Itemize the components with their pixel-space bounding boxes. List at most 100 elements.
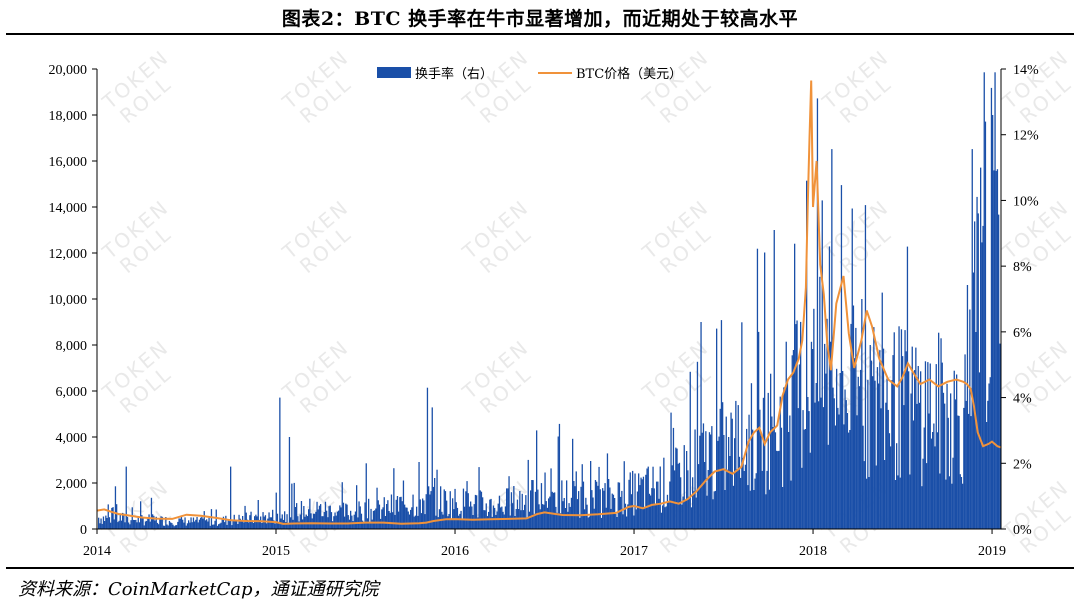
- turnover-bar: [554, 492, 556, 529]
- turnover-bar: [647, 466, 649, 529]
- turnover-bar: [719, 408, 721, 529]
- turnover-bar: [240, 521, 243, 529]
- turnover-bar: [372, 510, 375, 529]
- turnover-bar: [489, 499, 491, 529]
- turnover-bar: [362, 520, 364, 529]
- turnover-bar: [802, 410, 804, 529]
- turnover-bar: [118, 520, 120, 529]
- turnover-bar: [627, 504, 629, 529]
- turnover-bar: [147, 517, 149, 529]
- turnover-bar: [710, 434, 712, 529]
- turnover-bar: [159, 518, 161, 529]
- turnover-bar: [926, 463, 928, 529]
- turnover-bar: [196, 517, 198, 529]
- turnover-bar: [564, 508, 567, 529]
- turnover-bar: [231, 525, 233, 529]
- turnover-bar: [644, 508, 646, 529]
- turnover-bar: [843, 424, 845, 529]
- turnover-bar: [108, 517, 111, 529]
- turnover-bar: [701, 432, 703, 529]
- turnover-bar: [116, 504, 118, 529]
- turnover-bar: [198, 519, 201, 529]
- turnover-bar: [830, 341, 832, 529]
- turnover-bar: [682, 496, 684, 529]
- turnover-bar: [970, 416, 972, 529]
- turnover-bar: [590, 461, 592, 529]
- turnover-bar: [837, 407, 839, 529]
- turnover-bar: [773, 230, 775, 529]
- turnover-bar: [986, 422, 988, 529]
- turnover-bar: [624, 503, 627, 529]
- turnover-bar: [478, 467, 480, 529]
- chart-title: 图表2：BTC 换手率在牛市显著增加，而近期处于较高水平: [281, 8, 799, 30]
- turnover-bar: [534, 491, 537, 529]
- turnover-bar: [891, 380, 893, 529]
- turnover-bar: [368, 498, 370, 529]
- turnover-bar: [761, 470, 763, 529]
- turnover-bar: [346, 504, 348, 529]
- turnover-bar: [300, 501, 303, 529]
- turnover-bar: [574, 486, 576, 529]
- turnover-bar: [532, 480, 534, 529]
- turnover-bar: [804, 429, 807, 529]
- turnover-bar: [995, 170, 997, 529]
- turnover-bar: [369, 522, 371, 529]
- turnover-bar: [778, 450, 780, 529]
- turnover-bar: [454, 488, 456, 529]
- turnover-bar: [429, 494, 431, 529]
- turnover-bar: [942, 392, 945, 529]
- turnover-bar: [557, 436, 559, 529]
- turnover-bar: [954, 399, 957, 529]
- turnover-bar: [383, 497, 385, 529]
- turnover-bar: [708, 432, 711, 529]
- turnover-bar: [766, 470, 768, 529]
- turnover-bar: [160, 516, 162, 529]
- turnover-bar: [989, 377, 991, 529]
- turnover-bar: [183, 522, 185, 529]
- turnover-bar: [375, 508, 377, 529]
- turnover-bar: [665, 506, 667, 529]
- turnover-bar: [536, 430, 538, 529]
- turnover-bar: [338, 510, 340, 529]
- turnover-bar: [382, 507, 384, 529]
- turnover-bar: [148, 514, 150, 529]
- right-tick-label: 2%: [1013, 457, 1032, 472]
- turnover-bar: [892, 355, 894, 529]
- turnover-bar: [146, 521, 148, 529]
- turnover-bar: [874, 380, 876, 529]
- turnover-bar: [465, 491, 467, 529]
- turnover-bar: [206, 519, 208, 529]
- turnover-bar: [767, 392, 769, 529]
- turnover-bar: [238, 514, 240, 529]
- turnover-bar: [915, 347, 917, 529]
- turnover-bar: [659, 466, 661, 529]
- turnover-bar: [410, 509, 412, 529]
- turnover-bar: [341, 482, 343, 529]
- turnover-bar: [477, 517, 479, 529]
- turnover-bar: [318, 505, 321, 529]
- turnover-bar: [909, 474, 911, 529]
- turnover-bar: [170, 522, 172, 529]
- turnover-bar: [941, 362, 943, 529]
- turnover-bar: [816, 98, 819, 530]
- turnover-bar: [938, 332, 940, 529]
- turnover-bar: [965, 400, 967, 529]
- left-tick-label: 0: [80, 523, 87, 538]
- turnover-bar: [573, 481, 575, 529]
- turnover-bar: [508, 476, 510, 529]
- turnover-bar: [854, 358, 856, 529]
- turnover-bar: [174, 525, 177, 529]
- turnover-bar: [921, 486, 923, 529]
- turnover-bar: [918, 402, 921, 529]
- turnover-bar: [740, 477, 742, 529]
- turnover-bar: [537, 489, 539, 529]
- turnover-bar: [876, 367, 879, 529]
- turnover-bar: [542, 504, 544, 529]
- turnover-bar: [440, 486, 442, 529]
- source-rule: [6, 567, 1074, 569]
- turnover-bar: [885, 402, 887, 529]
